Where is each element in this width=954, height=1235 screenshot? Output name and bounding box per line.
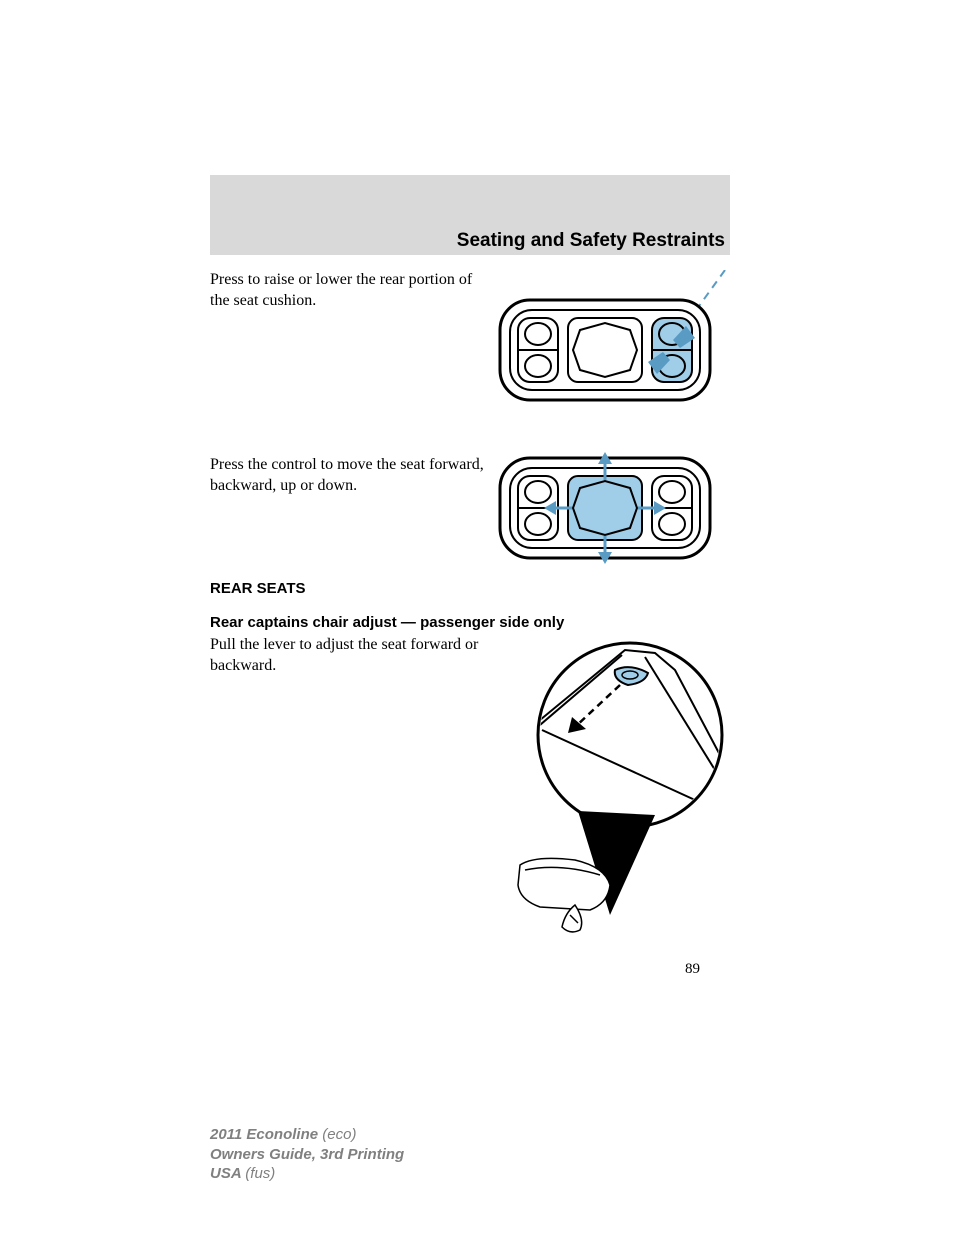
heading-rear-captains-chair: Rear captains chair adjust — passenger s… (210, 614, 564, 631)
chapter-title: Seating and Safety Restraints (210, 230, 730, 252)
footer-guide: Owners Guide, 3rd Printing (210, 1145, 404, 1165)
footer-model: 2011 Econoline (210, 1126, 322, 1143)
paragraph-pull-lever: Pull the lever to adjust the seat forwar… (210, 635, 480, 677)
page-number: 89 (210, 960, 700, 980)
footer-region-code: (fus) (245, 1165, 275, 1182)
paragraph-raise-lower: Press to raise or lower the rear portion… (210, 270, 480, 312)
seat-lever-diagram (480, 635, 730, 935)
footer-block: 2011 Econoline (eco) Owners Guide, 3rd P… (210, 1125, 404, 1184)
seat-control-diagram-four-way (490, 450, 720, 565)
footer-region: USA (210, 1165, 245, 1182)
seat-control-diagram-rear-cushion (490, 270, 730, 450)
paragraph-move-seat: Press the control to move the seat forwa… (210, 455, 490, 497)
footer-model-code: (eco) (322, 1126, 356, 1143)
heading-rear-seats: REAR SEATS (210, 580, 306, 597)
